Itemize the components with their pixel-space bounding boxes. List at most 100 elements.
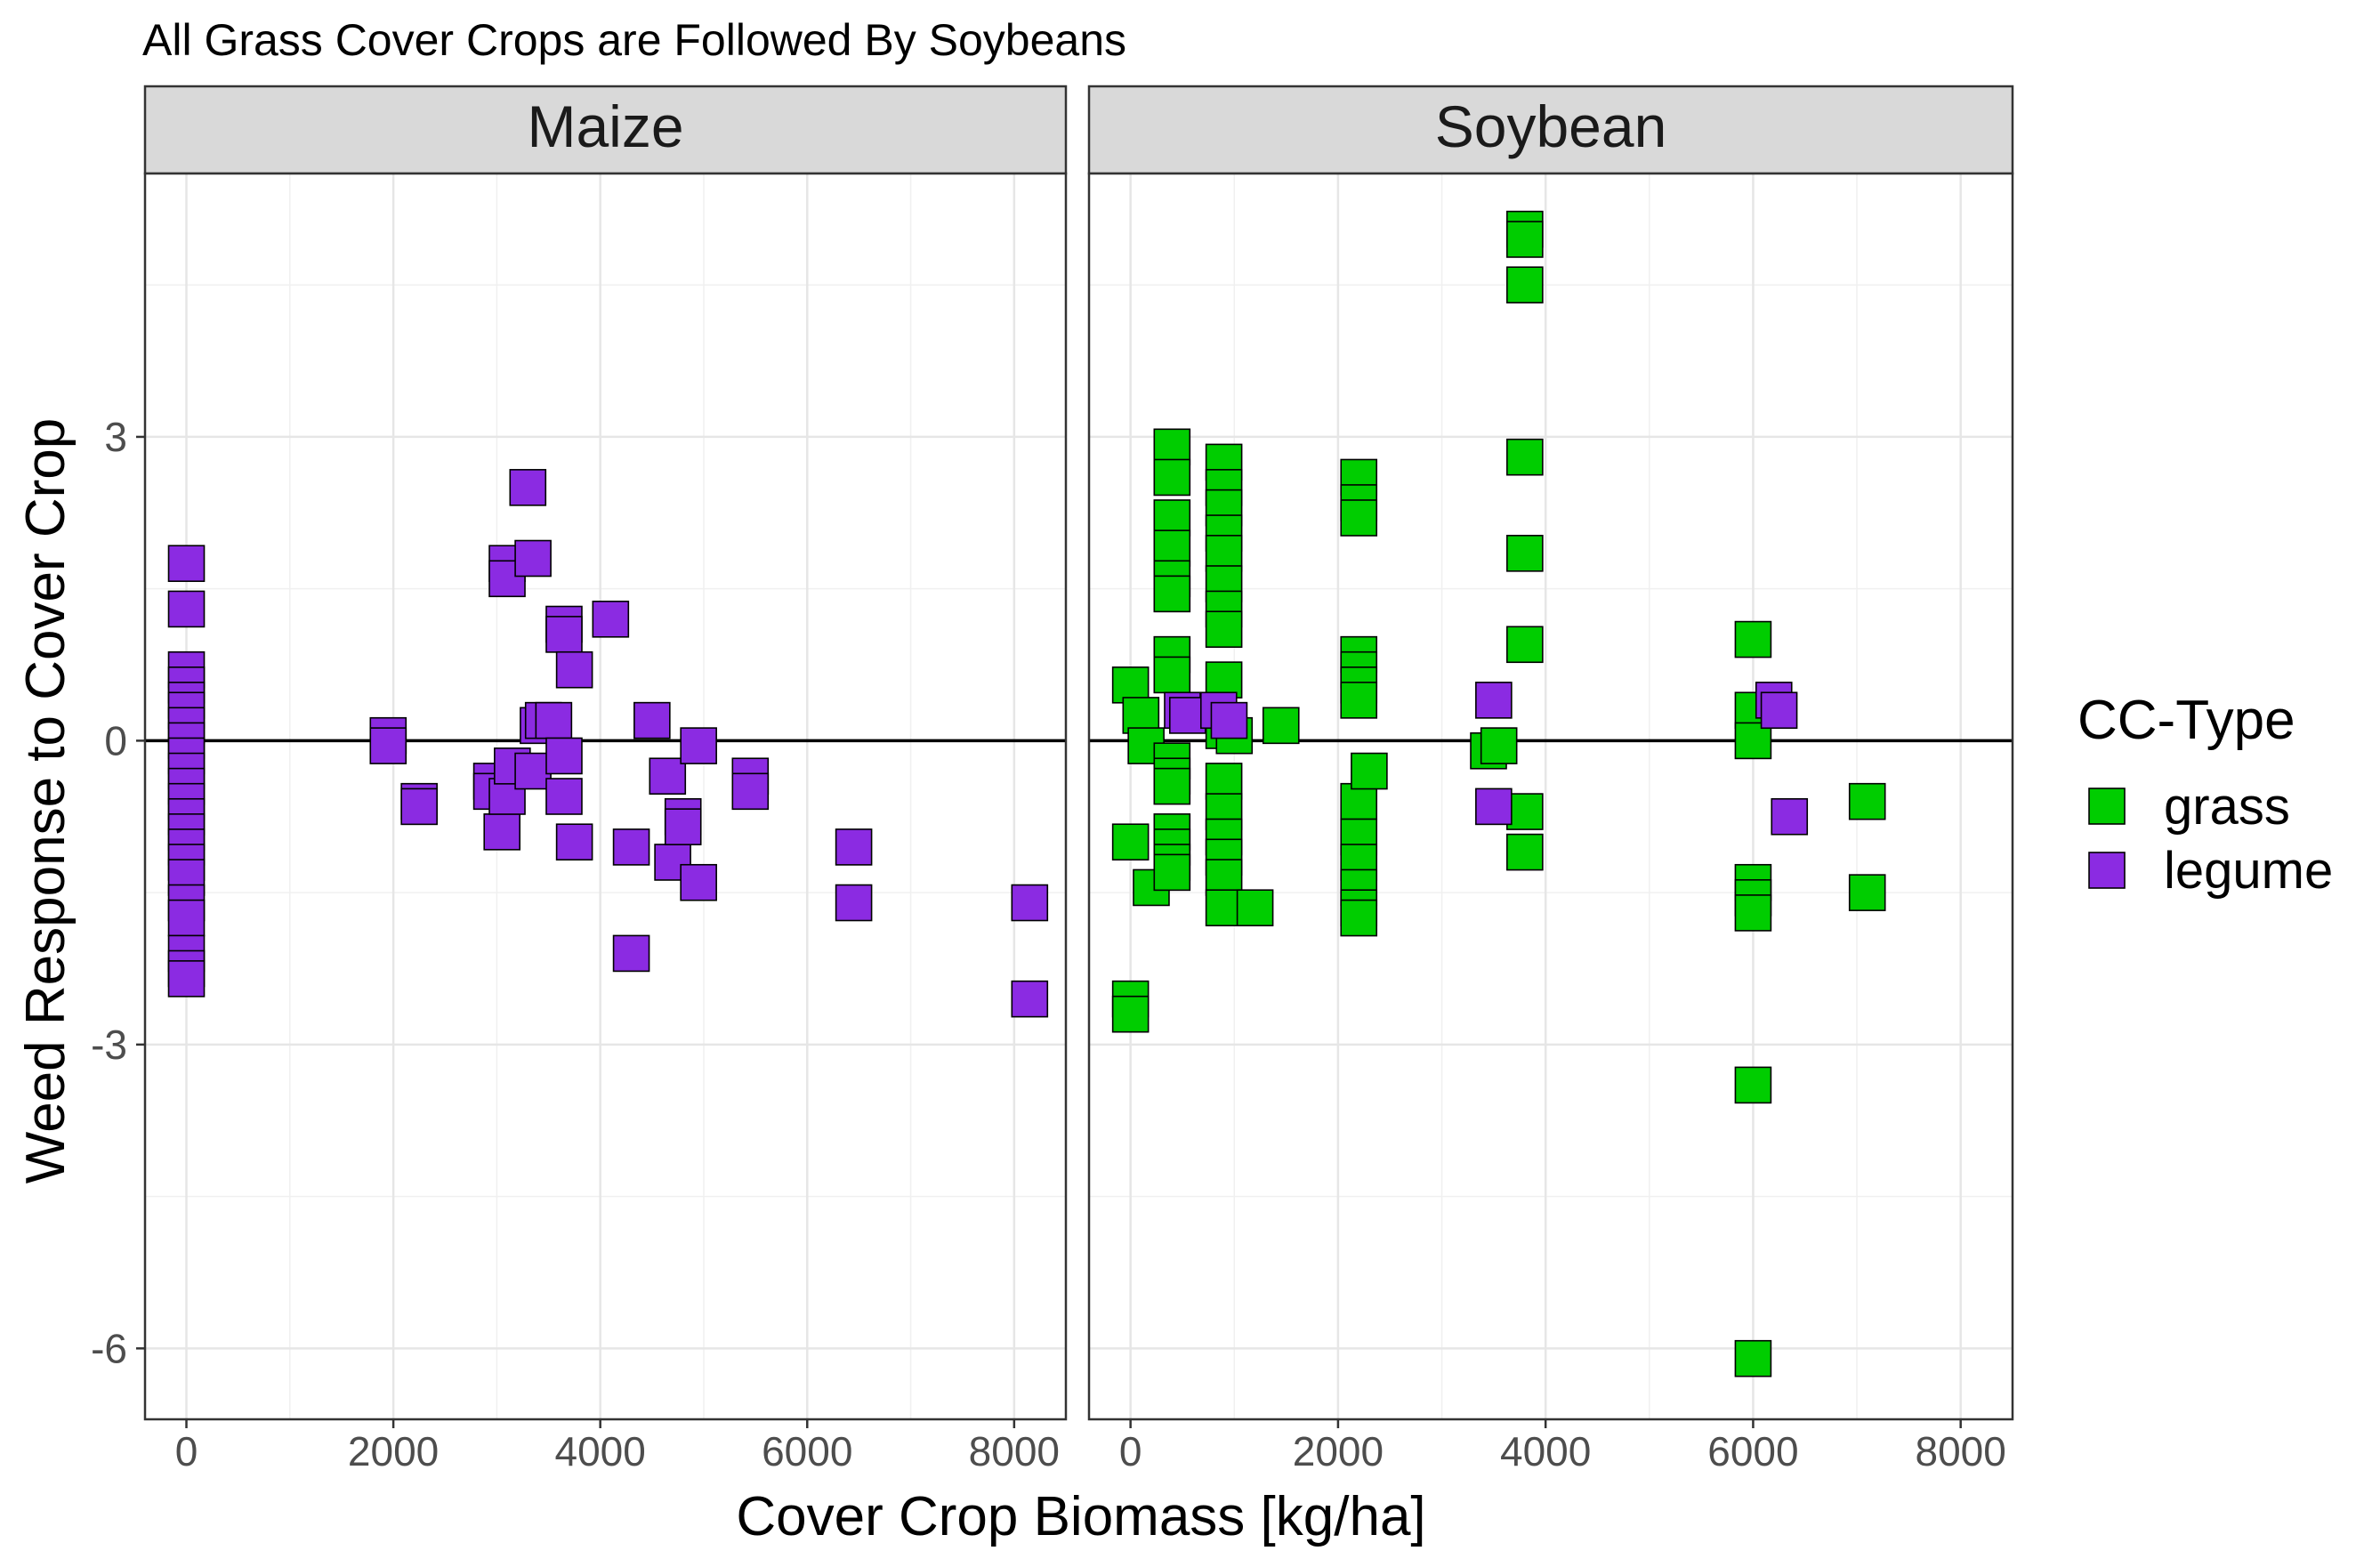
x-tick-label: 0 xyxy=(1119,1428,1142,1474)
facet-strip-label: Maize xyxy=(527,93,683,159)
data-point-legume xyxy=(1475,788,1513,826)
legend-label-grass: grass xyxy=(2164,778,2290,836)
data-point-legume xyxy=(835,828,873,866)
y-tick-label: -6 xyxy=(91,1325,127,1371)
y-tick-label: -3 xyxy=(91,1022,127,1068)
legend-label-legume: legume xyxy=(2164,842,2333,900)
data-point-grass xyxy=(1111,823,1150,861)
data-point-grass xyxy=(1734,1339,1772,1377)
chart-title: All Grass Cover Crops are Followed By So… xyxy=(142,15,1126,65)
legend-key-legume xyxy=(2088,852,2126,889)
x-axis-title: Cover Crop Biomass [kg/ha] xyxy=(736,1486,1425,1547)
y-tick-label: 0 xyxy=(104,717,127,763)
data-point-grass xyxy=(1734,894,1772,932)
data-point-legume xyxy=(167,960,206,998)
data-point-grass xyxy=(1506,266,1544,304)
data-point-legume xyxy=(835,884,873,922)
data-point-legume xyxy=(1168,697,1206,734)
x-tick-label: 2000 xyxy=(348,1428,439,1474)
data-point-grass xyxy=(1111,666,1150,704)
data-point-grass xyxy=(1111,995,1150,1033)
data-point-legume xyxy=(535,701,573,739)
x-tick-label: 4000 xyxy=(1500,1428,1591,1474)
data-point-grass xyxy=(1153,458,1191,497)
data-point-legume xyxy=(612,828,650,866)
data-point-grass xyxy=(1506,833,1544,871)
panel-border xyxy=(143,172,1068,1421)
data-point-grass xyxy=(1506,438,1544,476)
panel-soybean: Soybean 0 2000 4000 6000 8000 xyxy=(1087,85,2014,1474)
data-point-grass xyxy=(1506,793,1544,830)
data-point-legume xyxy=(633,701,671,739)
data-point-grass xyxy=(1480,727,1518,764)
data-point-legume xyxy=(509,469,547,506)
data-point-legume xyxy=(545,778,583,815)
data-point-grass xyxy=(1340,499,1378,537)
data-point-legume xyxy=(1011,980,1049,1018)
panel-maize: Maize 0 2000 4000 6000 8000 -6 -3 0 3 xyxy=(91,85,1068,1474)
data-point-grass xyxy=(1153,575,1191,613)
data-point-grass xyxy=(1205,610,1243,648)
data-point-legume xyxy=(167,545,206,583)
legend-title: CC-Type xyxy=(2077,690,2295,751)
data-point-grass xyxy=(1205,535,1243,572)
data-point-legume xyxy=(1771,797,1809,836)
x-tick-label: 8000 xyxy=(1916,1428,2006,1474)
data-point-grass xyxy=(1153,529,1191,567)
x-tick-label: 2000 xyxy=(1293,1428,1384,1474)
x-tick-label: 6000 xyxy=(1707,1428,1798,1474)
data-point-legume xyxy=(400,788,438,826)
data-point-grass xyxy=(1506,626,1544,664)
legend-key-grass xyxy=(2088,788,2126,825)
data-point-grass xyxy=(1153,499,1191,537)
x-tick-label: 8000 xyxy=(969,1428,1060,1474)
data-point-legume xyxy=(612,934,650,973)
data-point-legume xyxy=(555,823,593,861)
data-point-legume xyxy=(649,757,687,796)
data-point-grass xyxy=(1262,707,1300,745)
data-point-grass xyxy=(1153,767,1191,805)
data-point-grass xyxy=(1506,535,1544,572)
data-point-grass xyxy=(1351,752,1388,790)
x-tick-label: 0 xyxy=(175,1428,198,1474)
data-point-legume xyxy=(664,808,702,845)
data-point-legume xyxy=(1210,701,1248,739)
facet-strip-label: Soybean xyxy=(1435,93,1667,159)
legend: CC-Type grass legume xyxy=(2077,690,2333,900)
data-point-grass xyxy=(1848,874,1886,911)
data-point-grass xyxy=(1506,221,1544,258)
data-point-grass xyxy=(1122,697,1160,734)
data-point-grass xyxy=(1236,889,1274,927)
data-point-legume xyxy=(167,590,206,628)
data-point-legume xyxy=(514,752,552,790)
data-point-legume xyxy=(167,899,206,937)
data-point-legume xyxy=(483,813,521,851)
data-point-grass xyxy=(1340,682,1378,719)
data-point-grass xyxy=(1734,722,1772,760)
data-point-legume xyxy=(1475,682,1513,719)
data-point-legume xyxy=(555,650,593,689)
data-point-grass xyxy=(1153,853,1191,892)
data-point-legume xyxy=(680,727,717,764)
data-point-grass xyxy=(1153,656,1191,694)
facet-strip xyxy=(143,85,1068,175)
panels: Maize 0 2000 4000 6000 8000 -6 -3 0 3 Soybean 0 2000… xyxy=(91,85,2014,1474)
data-point-legume xyxy=(680,863,717,901)
panel-background xyxy=(145,174,1066,1419)
data-point-grass xyxy=(1734,620,1772,658)
data-point-legume xyxy=(1011,884,1049,922)
data-point-grass xyxy=(1153,428,1191,466)
y-axis-title: Weed Response to Cover Crop xyxy=(15,418,77,1183)
data-point-grass xyxy=(1205,889,1243,927)
data-point-grass xyxy=(1340,899,1378,937)
panel-border xyxy=(1087,172,2014,1421)
data-point-grass xyxy=(1734,1066,1772,1104)
data-point-legume xyxy=(369,727,407,764)
data-point-legume xyxy=(545,737,583,775)
data-point-legume xyxy=(545,616,583,653)
x-tick-label: 6000 xyxy=(762,1428,852,1474)
data-point-legume xyxy=(592,601,630,638)
y-tick-label: 3 xyxy=(104,414,127,460)
data-point-legume xyxy=(731,772,770,811)
